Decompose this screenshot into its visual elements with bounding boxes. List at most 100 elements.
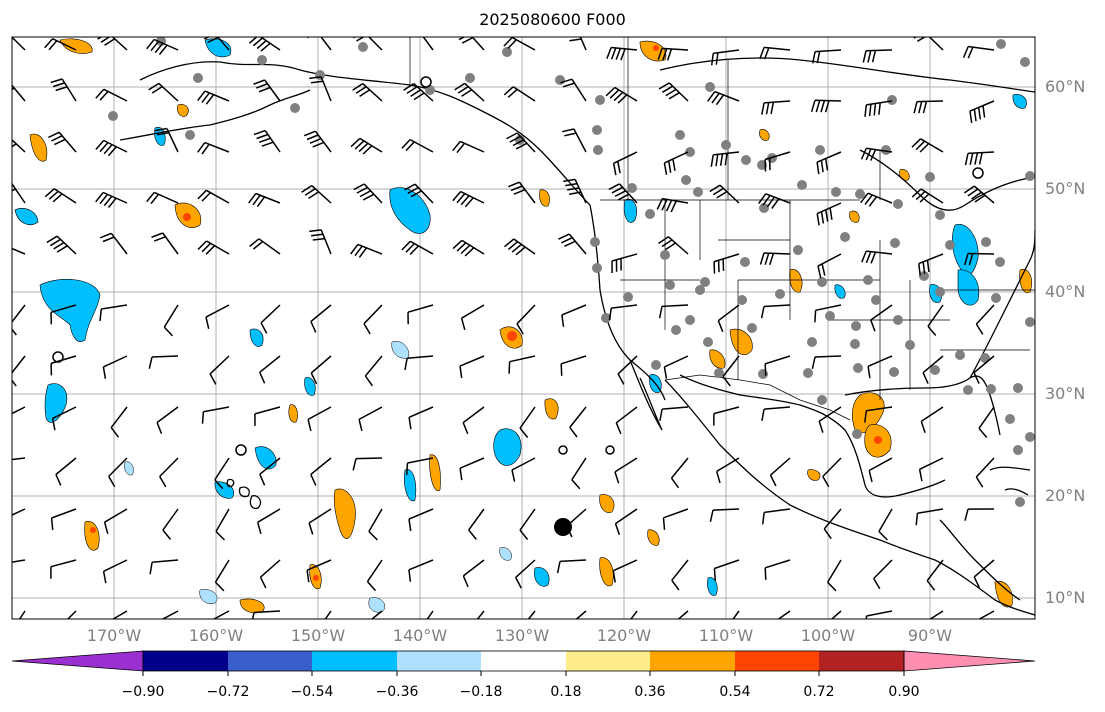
wind-barb-flag xyxy=(658,236,669,245)
wind-barb-flag xyxy=(55,474,62,486)
wind-barb-flag xyxy=(108,476,116,488)
wind-barb-flag xyxy=(358,419,363,432)
wind-barb-flag xyxy=(710,154,714,167)
wind-barb xyxy=(926,559,944,582)
wind-barb-flag xyxy=(102,366,107,379)
wind-barb-flag xyxy=(457,85,469,94)
wind-barb-flag xyxy=(2,419,4,431)
wind-barb-flag xyxy=(610,47,617,60)
wind-barb-flag xyxy=(248,37,258,44)
wind-barb-flag xyxy=(12,379,17,387)
wind-barb xyxy=(870,304,893,321)
wind-barb xyxy=(662,406,689,410)
wind-barb xyxy=(459,457,485,469)
wind-barb-flag xyxy=(248,193,257,204)
wind-barb-flag xyxy=(303,130,316,137)
wind-barb-flag xyxy=(355,86,367,94)
wind-barb-flag xyxy=(197,189,207,200)
wind-barb-flag xyxy=(766,196,776,208)
wind-barb-flag xyxy=(668,92,680,100)
wind-barb-flag xyxy=(256,133,269,140)
wind-barb-flag xyxy=(611,186,623,194)
wind-barb-flag xyxy=(978,152,983,165)
wind-barb xyxy=(12,247,26,255)
wind-barb xyxy=(50,355,77,365)
wind-barb-flag xyxy=(867,50,872,63)
wind-barb xyxy=(973,559,995,578)
wind-barb xyxy=(367,37,383,51)
wind-barb-flag xyxy=(871,50,877,63)
wind-barb-flag xyxy=(915,140,926,151)
wind-barb-flag xyxy=(764,363,767,376)
lat-label: 60°N xyxy=(1045,77,1086,96)
wind-barb-flag xyxy=(404,358,408,371)
wind-barb xyxy=(12,84,26,102)
wind-barb-flag xyxy=(214,581,225,592)
wind-barb-flag xyxy=(352,82,364,91)
wind-barb-flag xyxy=(763,47,770,60)
wind-barb xyxy=(878,508,893,532)
wind-barbs xyxy=(2,37,995,619)
wind-barb-flag xyxy=(354,245,363,257)
wind-barb xyxy=(559,559,587,563)
wind-barb-flag xyxy=(366,581,377,592)
wind-barb xyxy=(661,304,689,308)
wind-barb-flag xyxy=(358,247,368,258)
wind-barb xyxy=(253,610,281,614)
wind-barb xyxy=(363,304,383,325)
wind-barb xyxy=(519,508,536,531)
colorbar-tick-label: 0.90 xyxy=(888,684,920,700)
wind-barb xyxy=(975,304,995,325)
wind-barb-flag xyxy=(878,530,888,541)
wind-barb-flag xyxy=(829,207,833,220)
wind-barb-flag xyxy=(407,186,419,194)
wind-barb-flag xyxy=(47,131,60,139)
wind-barb-flag xyxy=(824,158,829,171)
wind-barb-flag xyxy=(661,199,668,211)
wind-barb-flag xyxy=(256,522,262,535)
wind-barb-flag xyxy=(311,233,324,237)
wind-barb-flag xyxy=(156,422,163,434)
wind-barb xyxy=(764,508,791,514)
wind-barb-flag xyxy=(617,161,621,174)
wind-barb-flag xyxy=(408,569,412,582)
wind-barb-flag xyxy=(810,100,816,113)
wind-barb xyxy=(822,457,842,478)
wind-barb-flag xyxy=(454,82,466,91)
wind-barb-flag xyxy=(926,580,936,591)
wind-barb xyxy=(407,355,434,359)
borders xyxy=(409,37,1035,421)
wind-barb-flag xyxy=(146,191,155,203)
wind-barb-flag xyxy=(506,132,518,140)
wind-barb xyxy=(156,406,179,424)
wind-barb-flag xyxy=(401,240,411,251)
wind-barb xyxy=(368,508,383,532)
wind-barb xyxy=(214,559,230,583)
wind-barb-flag xyxy=(150,193,160,205)
wind-barb xyxy=(527,610,536,619)
wind-barb-flag xyxy=(565,525,573,538)
wind-barb xyxy=(764,559,791,569)
wind-barb xyxy=(55,457,77,476)
colorbar xyxy=(11,650,1036,676)
wind-barb-flag xyxy=(672,158,676,171)
wind-barb-flag xyxy=(964,508,969,521)
wind-barb xyxy=(868,457,893,472)
wind-barb-flag xyxy=(456,193,466,204)
wind-barb-flag xyxy=(510,185,523,192)
wind-barb-flag xyxy=(12,184,14,187)
wind-barb xyxy=(471,37,485,51)
wind-barb-flag xyxy=(461,89,473,97)
wind-barb xyxy=(920,406,944,423)
wind-barb-flag xyxy=(95,140,105,150)
wind-barb-flag xyxy=(614,523,621,536)
lon-label: 160°W xyxy=(188,626,244,645)
wind-barb xyxy=(366,559,383,583)
wind-barb-flag xyxy=(203,37,211,40)
wind-barb xyxy=(973,355,995,374)
wind-barb-flag xyxy=(358,142,369,153)
wind-barb-flag xyxy=(558,233,570,240)
wind-barb-flag xyxy=(507,88,518,98)
wind-barb-flag xyxy=(97,37,103,40)
wind-barb-flag xyxy=(818,420,824,433)
